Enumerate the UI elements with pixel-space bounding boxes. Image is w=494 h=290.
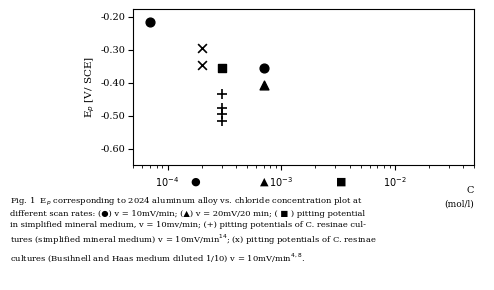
Point [218, 119, 226, 123]
Text: ●: ● [190, 176, 200, 186]
Point [260, 82, 268, 87]
Point [198, 46, 206, 50]
Point [146, 19, 154, 24]
Text: (mol/l): (mol/l) [445, 200, 474, 209]
Text: C: C [467, 186, 474, 195]
Y-axis label: E$_p$ [V/ SCE]: E$_p$ [V/ SCE] [83, 56, 97, 118]
Point [218, 92, 226, 97]
Point [218, 105, 226, 110]
Text: Fig. 1  E$_p$ corresponding to 2024 aluminum alloy vs. chloride concentration pl: Fig. 1 E$_p$ corresponding to 2024 alumi… [10, 196, 376, 264]
Point [260, 66, 268, 70]
Point [218, 112, 226, 117]
Point [198, 62, 206, 67]
Text: ▲: ▲ [260, 176, 269, 186]
Text: ■: ■ [335, 176, 346, 186]
Point [218, 66, 226, 70]
